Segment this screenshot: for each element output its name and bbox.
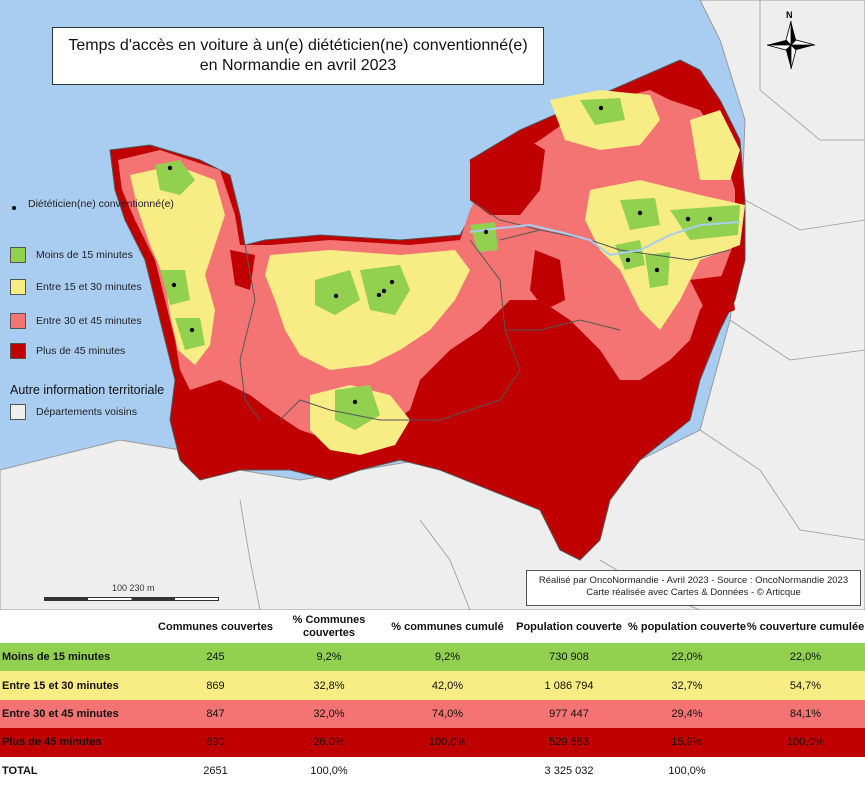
zone-45-blob1 [470,135,545,215]
table-cell: 100,0% [273,756,385,785]
table-cell: 15,9% [628,728,746,757]
legend-dot-label: Diététicien(ne) conventionné(e) [28,198,174,210]
table-cell: 847 [158,699,273,729]
legend-item-over-45: Plus de 45 minutes [10,343,125,359]
table-cell: 74,0% [385,699,510,729]
scale-bar [44,597,219,601]
zone-15-30-east [690,110,740,180]
legend-label: Moins de 15 minutes [36,249,133,261]
table-row: Entre 15 et 30 minutes 869 32,8% 42,0% 1… [0,671,865,700]
map-title-line2: en Normandie en avril 2023 [199,57,397,74]
table-cell: 29,4% [628,699,746,729]
legend-swatch [10,247,26,263]
dietician-dots [167,105,713,405]
map-area: N Temps d'accès en voiture à un(e) diété… [0,0,865,610]
table-cell [746,756,865,785]
zone-45-blob4 [230,250,255,290]
table-header: Population couverte [510,611,628,643]
table-row: Entre 30 et 45 minutes 847 32,0% 74,0% 9… [0,699,865,729]
table-cell: 22,0% [746,643,865,672]
table-cell: 22,0% [628,643,746,672]
zone-under-15-10 [615,240,645,270]
legend-item-15-30: Entre 15 et 30 minutes [10,279,142,295]
table-cell: 529 883 [510,728,628,757]
scale-label: 100 230 m [112,583,155,593]
legend-swatch [10,404,26,420]
legend-section-title: Autre information territoriale [10,383,165,397]
table-cell: 100,0% [385,728,510,757]
table-cell: 100,0% [628,756,746,785]
legend-label: Départements voisins [36,406,137,418]
table-cell: 9,2% [273,643,385,672]
zone-15-30-cotentin [130,165,225,365]
table-header: % communes cumulé [385,611,510,643]
table-cell: 3 325 032 [510,756,628,785]
legend-item-under-15: Moins de 15 minutes [10,247,133,263]
zone-45-blob2 [530,250,565,310]
table-cell: 84,1% [746,699,865,729]
table-cell: Plus de 45 minutes [0,728,158,757]
map-title-line1: Temps d'accès en voiture à un(e) diététi… [68,37,528,54]
legend-item-30-45: Entre 30 et 45 minutes [10,313,142,329]
legend-item-neighbors: Départements voisins [10,404,137,420]
table-cell: 2651 [158,756,273,785]
legend-dot-icon [12,206,16,210]
table-cell: 690 [158,728,273,757]
table-cell: 730 908 [510,643,628,672]
zone-under-15-3 [175,318,205,350]
table-cell: Entre 15 et 30 minutes [0,671,158,700]
table-cell: 245 [158,643,273,672]
zone-45-blob3 [690,275,735,320]
table-cell: Moins de 15 minutes [0,643,158,672]
legend-swatch [10,279,26,295]
compass-north-label: N [786,10,793,20]
map-title: Temps d'accès en voiture à un(e) diététi… [52,27,544,85]
table-cell: TOTAL [0,756,158,785]
table-cell: 32,8% [273,671,385,700]
compass-icon [766,20,816,70]
table-cell: 32,0% [273,699,385,729]
zone-under-15-9 [670,205,740,240]
table-cell: 26,0% [273,728,385,757]
table-cell: Entre 30 et 45 minutes [0,699,158,729]
table-row: Plus de 45 minutes 690 26,0% 100,0% 529 … [0,728,865,757]
zone-under-15-4 [315,270,360,315]
table-header: Communes couvertes [158,611,273,643]
credit-line1: Réalisé par OncoNormandie - Avril 2023 -… [538,575,849,586]
legend-label: Entre 15 et 30 minutes [36,281,142,293]
table-header: % population couverte [628,611,746,643]
legend-swatch [10,313,26,329]
table-cell [385,756,510,785]
table-total-row: TOTAL 2651 100,0% 3 325 032 100,0% [0,756,865,785]
credit-box: Réalisé par OncoNormandie - Avril 2023 -… [526,570,861,606]
table-cell: 32,7% [628,671,746,700]
credit-line2: Carte réalisée avec Cartes & Données - ©… [586,587,801,598]
table-header [0,611,158,643]
table-header: % couverture cumulée [746,611,865,643]
stats-table: Communes couvertes % Communes couvertes … [0,611,865,785]
table-cell: 100,0% [746,728,865,757]
zone-under-15-1 [155,160,195,195]
table-row: Moins de 15 minutes 245 9,2% 9,2% 730 90… [0,643,865,672]
normandy-map [0,0,865,610]
legend-label: Plus de 45 minutes [36,345,126,357]
table-cell: 42,0% [385,671,510,700]
zone-under-15-6 [335,385,380,430]
table-header: % Communes couvertes [273,611,385,643]
legend-label: Entre 30 et 45 minutes [36,315,142,327]
table-cell: 977 447 [510,699,628,729]
table-header-row: Communes couvertes % Communes couvertes … [0,611,865,643]
table-cell: 9,2% [385,643,510,672]
zone-under-15-7 [580,98,625,125]
zone-under-15-2 [160,270,190,305]
legend-swatch [10,343,26,359]
table-cell: 1 086 794 [510,671,628,700]
table-cell: 869 [158,671,273,700]
table-cell: 54,7% [746,671,865,700]
